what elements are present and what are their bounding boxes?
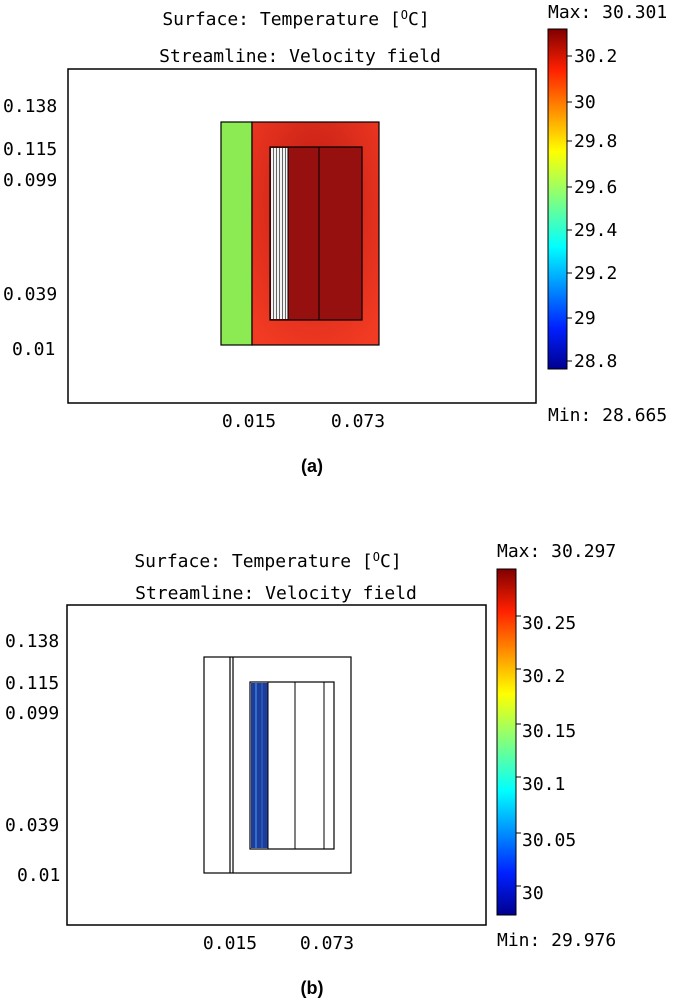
panel-b-y-axis: 0.138 0.115 0.099 0.039 0.01	[5, 631, 60, 886]
colorbar-tick-label: 30.1	[522, 774, 565, 795]
y-tick-label: 0.01	[12, 339, 55, 360]
panel-a-y-axis: 0.138 0.115 0.099 0.039 0.01	[3, 96, 57, 360]
y-tick-label: 0.039	[5, 815, 59, 836]
y-tick-label: 0.01	[17, 865, 60, 886]
colorbar-min-label: Min: 28.665	[548, 405, 667, 426]
panel-a-title-line1: Surface: Temperature [OC]	[162, 8, 429, 30]
colorbar-tick-label: 30	[522, 883, 544, 904]
colorbar-tick-label: 29.8	[574, 131, 617, 152]
y-tick-label: 0.138	[5, 631, 59, 652]
panel-a-fin-stack	[271, 148, 288, 319]
colorbar-tick-label: 30.15	[522, 721, 576, 742]
colorbar-tick-label: 30	[574, 92, 596, 113]
colorbar-max-label: Max: 30.301	[548, 2, 667, 23]
panel-a-title-line2: Streamline: Velocity field	[159, 46, 441, 67]
colorbar-max-label: Max: 30.297	[497, 541, 616, 562]
y-tick-label: 0.039	[3, 284, 57, 305]
panel-b-x-axis: 0.015 0.073	[203, 933, 354, 954]
panel-b-caption: (b)	[301, 978, 324, 998]
colorbar-tick-label: 30.25	[522, 613, 576, 634]
colorbar-tick-label: 29.6	[574, 177, 617, 198]
colorbar-tick-label: 29.4	[574, 220, 617, 241]
x-tick-label: 0.015	[222, 411, 276, 432]
colorbar-tick-label: 30.2	[574, 46, 617, 67]
panel-b-fin-stack	[251, 683, 268, 848]
colorbar-tick-label: 30.2	[522, 666, 565, 687]
colorbar-tick-label: 29.2	[574, 263, 617, 284]
colorbar-tick-label: 29	[574, 308, 596, 329]
colorbar-scale	[496, 568, 517, 916]
panel-a-x-axis: 0.015 0.073	[222, 411, 385, 432]
panel-b-title-line1: Surface: Temperature [OC]	[134, 550, 401, 572]
panel-a-caption: (a)	[301, 456, 323, 476]
x-tick-label: 0.015	[203, 933, 257, 954]
y-tick-label: 0.099	[3, 170, 57, 191]
colorbar-tick-label: 30.05	[522, 830, 576, 851]
panel-a-green-strip	[220, 121, 253, 346]
x-tick-label: 0.073	[300, 933, 354, 954]
y-tick-label: 0.115	[5, 673, 59, 694]
colorbar-tick-label: 28.8	[574, 351, 617, 372]
panel-a-colorbar: Max: 30.301 30.2 30 29.8 29.6 29.4 29.2 …	[547, 2, 667, 426]
panel-b-colorbar: Max: 30.297 30.25 30.2 30.15 30.1 30.05 …	[496, 541, 616, 951]
colorbar-min-label: Min: 29.976	[497, 930, 616, 951]
y-tick-label: 0.115	[3, 139, 57, 160]
panel-b-title-line2: Streamline: Velocity field	[135, 583, 417, 604]
colorbar-scale	[547, 28, 568, 370]
x-tick-label: 0.073	[331, 411, 385, 432]
panel-b: Surface: Temperature [OC] Streamline: Ve…	[5, 541, 616, 998]
y-tick-label: 0.099	[5, 703, 59, 724]
y-tick-label: 0.138	[3, 96, 57, 117]
panel-a: Surface: Temperature [OC] Streamline: Ve…	[3, 2, 667, 476]
